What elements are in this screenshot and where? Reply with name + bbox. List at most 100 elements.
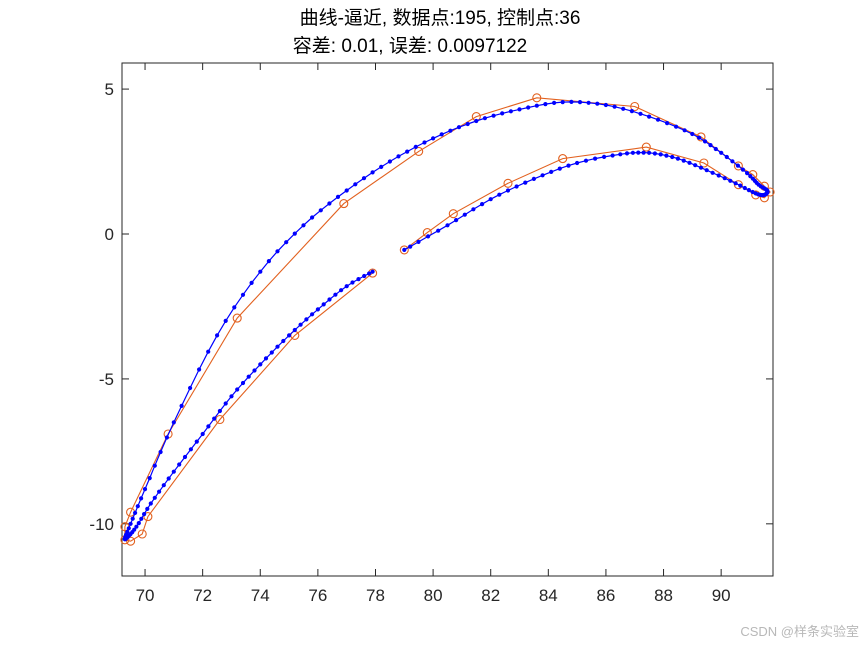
x-tick-label: 70 (136, 586, 155, 605)
data-point (240, 380, 246, 386)
data-point (177, 462, 182, 467)
data-point (194, 439, 199, 444)
data-point (482, 116, 487, 121)
data-point (431, 136, 436, 141)
control-point (399, 245, 409, 255)
control-point (126, 536, 136, 546)
data-point (367, 271, 372, 276)
data-point (310, 312, 315, 317)
data-point (624, 151, 630, 156)
data-point (361, 176, 367, 181)
data-point (136, 521, 141, 526)
control-point (532, 93, 542, 103)
data-point (206, 349, 211, 354)
data-point (157, 489, 162, 494)
data-point (462, 212, 467, 217)
data-point (133, 510, 138, 515)
data-point (746, 188, 752, 193)
data-point (304, 317, 309, 322)
data-point (333, 292, 338, 297)
data-point (164, 435, 169, 440)
data-point (422, 140, 427, 145)
data-point (710, 170, 715, 175)
data-point (534, 103, 539, 108)
data-curve-line (124, 101, 769, 540)
data-point (517, 107, 522, 112)
data-point (171, 469, 176, 474)
data-point (275, 249, 280, 254)
y-tick-label: -10 (89, 515, 114, 534)
data-point (577, 100, 583, 105)
data-point (448, 128, 453, 133)
data-point (500, 111, 505, 116)
data-point (126, 526, 131, 531)
data-point (132, 527, 137, 532)
data-point (284, 240, 289, 245)
data-point (742, 185, 747, 191)
data-point (396, 154, 401, 159)
y-tick-label: 0 (105, 225, 114, 244)
data-point (655, 117, 661, 122)
data-point (491, 113, 496, 118)
data-point (292, 231, 297, 236)
data-point (152, 495, 157, 500)
control-point (414, 146, 424, 156)
data-point (235, 387, 240, 392)
data-point (229, 394, 234, 399)
control-polygon-line (124, 97, 771, 542)
control-point (137, 529, 147, 539)
data-point (630, 150, 636, 155)
data-point (252, 368, 257, 373)
data-point (602, 154, 607, 159)
data-point (327, 201, 332, 206)
data-point (370, 269, 375, 274)
data-point (566, 163, 571, 168)
data-point (166, 476, 171, 481)
data-point (335, 194, 341, 199)
x-tick-label: 72 (193, 586, 212, 605)
data-point (682, 128, 687, 133)
data-point (445, 223, 450, 228)
data-point (474, 118, 479, 124)
data-point (674, 124, 679, 129)
data-point (145, 506, 150, 511)
control-point (699, 158, 709, 168)
data-point (526, 105, 531, 110)
data-point (188, 385, 193, 391)
data-point (612, 104, 617, 109)
data-point (179, 403, 184, 408)
data-point (387, 159, 392, 164)
data-point (275, 344, 280, 349)
data-point (505, 188, 511, 193)
data-point (142, 511, 147, 517)
data-point (269, 350, 274, 355)
data-point (569, 99, 574, 104)
data-point (171, 420, 176, 425)
control-polygon (120, 93, 775, 546)
data-point (740, 167, 746, 172)
data-point (439, 132, 444, 137)
control-point (232, 313, 242, 323)
data-point (217, 408, 222, 414)
data-point (629, 109, 635, 114)
data-point (647, 150, 652, 155)
data-point (702, 139, 708, 144)
data-point (595, 101, 600, 106)
data-point (188, 447, 193, 452)
data-point (344, 284, 349, 289)
data-point (658, 152, 663, 157)
data-point (152, 463, 157, 468)
chart-title-line1: 曲线-逼近, 数据点:195, 控制点:36 (300, 7, 581, 29)
data-point (405, 149, 410, 154)
data-point (402, 247, 407, 252)
data-point (148, 501, 153, 506)
data-point (497, 192, 502, 197)
data-point (135, 504, 140, 509)
data-point (730, 159, 735, 164)
data-point (301, 223, 306, 228)
data-point (560, 100, 565, 105)
data-point (733, 181, 738, 186)
x-tick-label: 78 (366, 586, 385, 605)
control-point (339, 199, 349, 209)
x-tick-label: 80 (424, 586, 443, 605)
